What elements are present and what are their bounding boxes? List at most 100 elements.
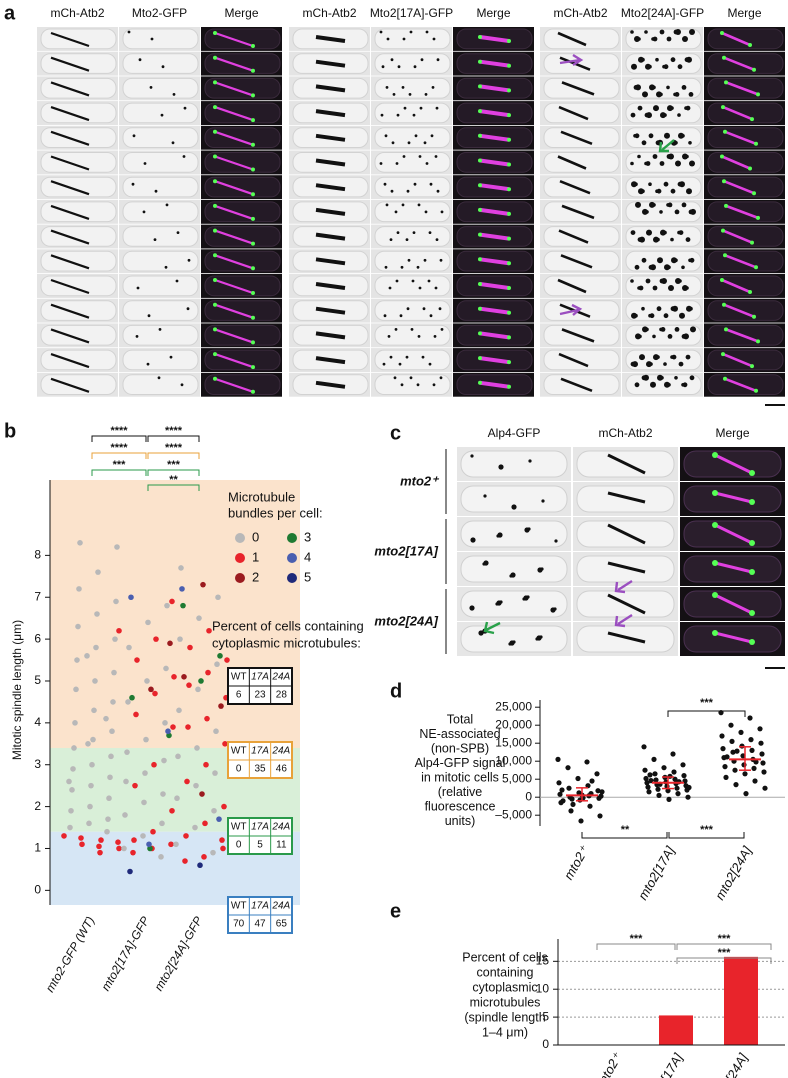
data-point — [643, 775, 649, 782]
data-point — [686, 784, 692, 791]
spindle — [315, 183, 346, 192]
spb — [478, 282, 482, 286]
data-point — [569, 796, 575, 802]
y-tick-label: 20,000 — [495, 717, 532, 731]
punctum — [382, 362, 386, 366]
punctum — [390, 189, 394, 193]
spb — [723, 129, 727, 134]
punctum — [659, 327, 663, 332]
y-axis-label: Alp4-GFP signal — [415, 756, 506, 770]
data-point — [131, 837, 137, 843]
x-tick-label: mto2[17A] — [635, 843, 678, 902]
cell-outline — [707, 324, 784, 346]
punctum — [399, 314, 403, 318]
spb — [754, 265, 758, 270]
arrow — [614, 579, 633, 594]
spindle — [721, 278, 751, 294]
y-tick-label: 6 — [34, 631, 41, 645]
punctum — [172, 93, 176, 96]
spindle — [315, 356, 346, 365]
cell-outline — [40, 226, 117, 247]
punctum — [664, 381, 670, 388]
punctum — [385, 203, 389, 207]
spindle — [50, 130, 90, 146]
punctum — [146, 362, 150, 366]
cell-outline — [204, 28, 281, 50]
spindle — [50, 229, 90, 245]
data-point — [215, 594, 221, 601]
punctum — [641, 306, 645, 311]
spindle — [50, 81, 90, 97]
legend-swatch — [235, 553, 245, 563]
punctum — [648, 182, 652, 186]
punctum — [136, 286, 140, 290]
punctum — [386, 37, 390, 41]
punctum — [150, 37, 154, 41]
cell-outline — [122, 77, 199, 99]
punctum — [657, 374, 663, 381]
data-point — [87, 803, 93, 810]
spb — [507, 211, 511, 216]
punctum — [685, 354, 691, 360]
data-point — [164, 602, 170, 609]
punctum — [432, 37, 436, 41]
spindle — [723, 56, 755, 71]
data-point — [748, 737, 754, 743]
significance-bracket — [676, 943, 772, 950]
table-header: 24A — [271, 672, 290, 683]
punctum — [655, 57, 659, 62]
cell-outline — [204, 300, 281, 321]
spb — [251, 118, 255, 123]
y-tick-label: 4 — [34, 715, 41, 729]
y-tick-label: 25,000 — [495, 699, 532, 713]
punctum — [157, 376, 161, 380]
x-tick-label: mto2[24A]-GFP — [152, 914, 206, 993]
data-point — [182, 858, 188, 864]
significance-label: **** — [165, 442, 183, 454]
arrow — [483, 621, 501, 635]
punctum — [409, 30, 413, 34]
data-point — [111, 669, 117, 676]
y-tick-label: 10 — [536, 981, 550, 995]
punctum — [675, 160, 681, 167]
punctum — [670, 237, 674, 242]
data-point — [647, 772, 653, 778]
punctum — [171, 141, 175, 145]
spb — [749, 540, 755, 546]
spindle — [725, 204, 759, 220]
cell-outline — [625, 275, 702, 297]
cell-outline — [543, 176, 620, 198]
data-point — [170, 724, 176, 730]
spb — [507, 187, 511, 192]
punctum — [674, 209, 680, 215]
data-point — [212, 770, 218, 776]
punctum — [638, 188, 644, 195]
punctum — [400, 383, 404, 387]
spb — [213, 228, 217, 233]
punctum — [469, 605, 475, 611]
punctum — [385, 86, 389, 89]
y-axis-label: (non-SPB) — [431, 741, 489, 755]
punctum — [392, 93, 396, 96]
significance-bracket — [147, 452, 200, 459]
table-cell: 5 — [257, 840, 263, 851]
punctum — [642, 326, 648, 333]
data-point — [585, 783, 591, 789]
punctum — [659, 278, 665, 284]
punctum — [664, 264, 670, 271]
table-header: 17A — [251, 746, 269, 757]
punctum — [158, 328, 162, 331]
cell-outline — [543, 102, 620, 124]
data-point — [734, 748, 740, 754]
punctum — [677, 64, 683, 70]
spb — [478, 84, 482, 89]
spindle — [214, 377, 254, 393]
data-point — [195, 686, 201, 693]
cell-outline — [122, 201, 199, 223]
punctum — [416, 383, 420, 387]
punctum — [634, 36, 640, 42]
cell-outline — [40, 374, 117, 395]
data-point — [665, 788, 671, 794]
cell-outline — [40, 300, 117, 321]
spb — [721, 228, 725, 233]
